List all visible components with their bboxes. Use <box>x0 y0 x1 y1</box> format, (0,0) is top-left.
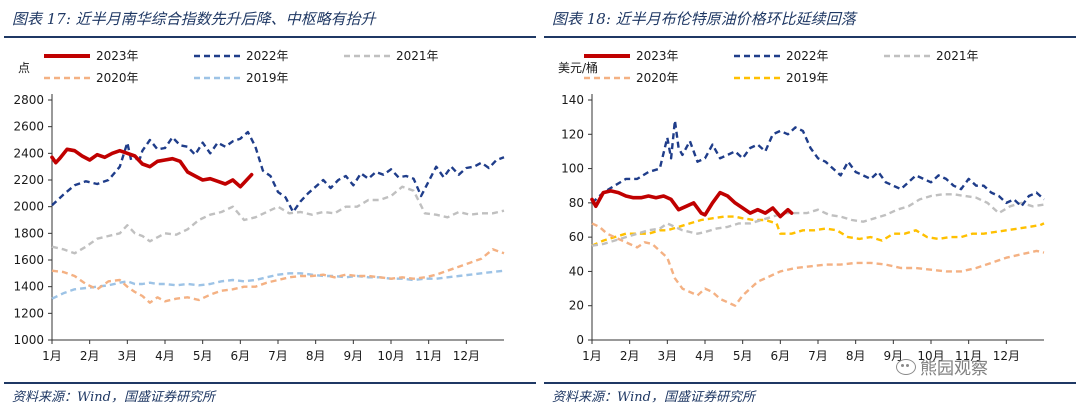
y-tick-label: 20 <box>569 299 584 313</box>
series-line-2021年 <box>591 193 1045 247</box>
x-tick-label: 1月 <box>42 349 62 363</box>
watermark-text: 熊园观察 <box>920 359 988 379</box>
x-tick-label: 8月 <box>306 349 326 363</box>
series-line-2023年 <box>50 147 254 189</box>
y-tick-label: 2400 <box>13 146 44 160</box>
legend-label: 2021年 <box>396 49 439 63</box>
x-tick-label: 6月 <box>771 349 791 363</box>
figure-18-bottom-rule <box>544 382 1076 384</box>
figure-18-top-rule <box>544 36 1076 38</box>
y-tick-label: 2000 <box>13 200 44 214</box>
y-tick-label: 2800 <box>13 93 44 107</box>
figure-17-panel: 图表 17: 近半月南华综合指数先升后降、中枢略有抬升 点 2023年 2022年 2… <box>4 0 536 412</box>
figure-17-title: 图表 17: 近半月南华综合指数先升后降、中枢略有抬升 <box>12 10 376 28</box>
x-tick-label: 6月 <box>231 349 251 363</box>
y-tick-label: 2200 <box>13 173 44 187</box>
figure-17-bottom-rule <box>4 382 536 384</box>
series-line-2019年 <box>591 215 1045 247</box>
y-axis-label: 点 <box>18 61 30 75</box>
legend-label: 2019年 <box>786 71 829 85</box>
x-tick-label: 3月 <box>118 349 138 363</box>
series-line-2021年 <box>51 185 505 255</box>
figure-17-chart: 点 2023年 2022年 2021年 2020年 2019年 1000 1200 1400 16… <box>13 49 505 363</box>
wechat-icon <box>896 358 916 375</box>
x-tick-label: 3月 <box>658 349 678 363</box>
x-tick-label: 9月 <box>884 349 904 363</box>
legend-label: 2022年 <box>246 49 289 63</box>
y-tick-label: 40 <box>569 264 584 278</box>
legend-label: 2023年 <box>636 49 679 63</box>
series-line-2019年 <box>51 269 505 300</box>
y-tick-label: 2600 <box>13 120 44 134</box>
series-line-2020年 <box>591 222 1045 307</box>
x-tick-label: 9月 <box>344 349 364 363</box>
x-tick-label: 7月 <box>808 349 828 363</box>
series-line-2023年 <box>590 189 794 219</box>
legend-label: 2023年 <box>96 49 139 63</box>
figure-18-panel: 图表 18: 近半月布伦特原油价格环比延续回落 美元/桶 2023年 2022年 20… <box>544 0 1076 412</box>
wechat-watermark: 熊园观察 <box>896 354 988 379</box>
series-line-2020年 <box>51 248 505 304</box>
figure-18-title: 图表 18: 近半月布伦特原油价格环比延续回落 <box>552 10 856 28</box>
y-tick-label: 1800 <box>13 226 44 240</box>
x-tick-label: 4月 <box>155 349 175 363</box>
figure-17-source: 资料来源：Wind，国盛证券研究所 <box>12 390 215 405</box>
x-tick-label: 7月 <box>268 349 288 363</box>
y-tick-label: 1200 <box>13 306 44 320</box>
legend-label: 2021年 <box>936 49 979 63</box>
y-tick-label: 0 <box>576 333 584 347</box>
x-tick-label: 2月 <box>620 349 640 363</box>
legend-label: 2019年 <box>246 71 289 85</box>
x-tick-label: 5月 <box>733 349 753 363</box>
x-tick-label: 11月 <box>415 349 442 363</box>
x-tick-label: 5月 <box>193 349 213 363</box>
x-tick-label: 11月 <box>955 349 982 363</box>
figure-17-top-rule <box>4 36 536 38</box>
legend-label: 2020年 <box>96 71 139 85</box>
y-tick-label: 1000 <box>13 333 44 347</box>
y-tick-label: 1400 <box>13 280 44 294</box>
series-line-2022年 <box>591 119 1045 208</box>
legend-label: 2020年 <box>636 71 679 85</box>
figure-18-chart: 美元/桶 2023年 2022年 2021年 2020年 2019年 0 20 40 60 80 10… <box>558 49 1045 363</box>
x-tick-label: 10月 <box>917 349 944 363</box>
figure-18-source: 资料来源：Wind，国盛证券研究所 <box>552 390 755 405</box>
x-tick-label: 8月 <box>846 349 866 363</box>
y-tick-label: 80 <box>569 196 584 210</box>
series-line-2022年 <box>51 130 505 214</box>
x-tick-label: 12月 <box>993 349 1020 363</box>
y-tick-label: 120 <box>561 127 584 141</box>
x-tick-label: 2月 <box>80 349 100 363</box>
y-axis-label: 美元/桶 <box>558 60 598 75</box>
y-tick-label: 100 <box>561 162 584 176</box>
x-tick-label: 10月 <box>377 349 404 363</box>
x-tick-label: 1月 <box>582 349 602 363</box>
x-tick-label: 12月 <box>453 349 480 363</box>
x-tick-label: 4月 <box>695 349 715 363</box>
legend-label: 2022年 <box>786 49 829 63</box>
y-tick-label: 60 <box>569 230 584 244</box>
y-tick-label: 1600 <box>13 253 44 267</box>
y-tick-label: 140 <box>561 93 584 107</box>
